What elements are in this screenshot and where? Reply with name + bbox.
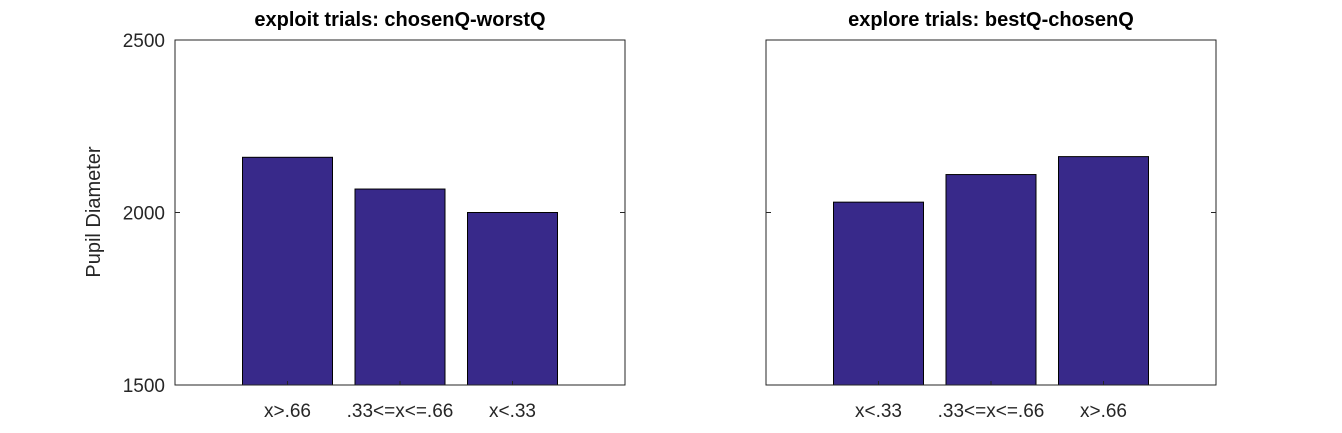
bar-group (242, 156, 558, 386)
bar-2 (467, 212, 558, 386)
y-tick-label: 2000 (123, 204, 165, 225)
y-ticks: 1500 2000 2500 (123, 31, 625, 397)
explore-chart: explore trials: bestQ-chosenQ x<.33 .33<=… (765, 9, 1217, 422)
y-ticks (766, 39, 1216, 386)
bar-0 (833, 201, 924, 386)
bar-0 (242, 156, 333, 386)
bar-2 (1058, 156, 1149, 386)
x-tick-label: x>.66 (264, 401, 311, 422)
bar-1 (354, 188, 446, 386)
chart-title: explore trials: bestQ-chosenQ (848, 9, 1134, 31)
x-tick-label: x<.33 (489, 401, 536, 422)
exploit-chart: exploit trials: chosenQ-worstQ Pupil Dia… (83, 9, 626, 422)
y-tick-label: 1500 (123, 376, 165, 397)
x-ticks: x<.33 .33<=x<=.66 x>.66 (855, 381, 1127, 422)
x-tick-label: x<.33 (855, 401, 902, 422)
x-tick-label: .33<=x<=.66 (347, 401, 454, 422)
bar-group (833, 156, 1149, 386)
chart-title: exploit trials: chosenQ-worstQ (254, 9, 545, 31)
y-tick-label: 2500 (123, 31, 165, 52)
x-ticks: x>.66 .33<=x<=.66 x<.33 (264, 381, 536, 422)
y-axis-label: Pupil Diameter (83, 146, 105, 278)
x-tick-label: .33<=x<=.66 (938, 401, 1045, 422)
x-tick-label: x>.66 (1080, 401, 1127, 422)
bar-1 (945, 174, 1037, 386)
